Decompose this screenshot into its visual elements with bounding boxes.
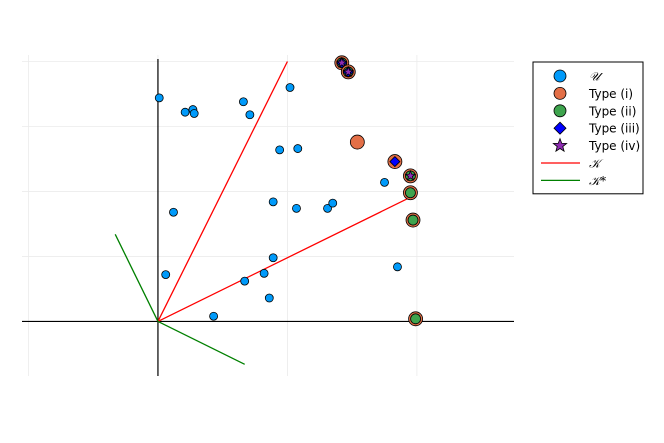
type-ii-point [407,214,419,226]
u-point [328,198,338,208]
u-point [245,110,255,120]
u-point [161,270,171,280]
axes [22,59,514,376]
legend-label-type_i: Type (i) [588,87,633,101]
type-i-point [349,134,365,150]
legend-marker-type_i [553,87,567,100]
cone-lines [114,61,418,365]
u-point [209,311,219,321]
k-star-cone-ray [114,234,159,322]
u-point [293,144,303,153]
u-point [393,262,402,272]
u-point [259,268,269,278]
k-star-cone-ray [157,320,245,365]
legend-marker-U [553,69,567,83]
u-point [189,109,199,118]
u-point [292,203,301,213]
legend-label-U: 𝒰 [589,70,603,84]
type-iv-point [335,56,348,68]
u-point [285,83,295,92]
k-cone-ray [157,193,418,323]
type-iii-point [389,156,401,168]
legend-label-type_iv: Type (iv) [588,139,640,153]
u-point [238,97,248,107]
k-cone-ray [157,61,289,322]
type-ii-point [410,313,422,325]
type-iv-point [404,169,417,181]
type-ii-point [405,187,416,199]
data-points [154,55,424,327]
legend-label-type_iii: Type (iii) [588,122,640,136]
legend-marker-type_iv [552,137,568,153]
u-point [323,203,332,213]
legend-label-type_ii: Type (ii) [588,104,636,118]
legend-label-K_star: 𝒦* [589,174,606,188]
u-point [169,207,178,217]
grid-lines [22,55,514,376]
u-point [275,145,285,155]
legend-box [532,61,644,195]
type-iv-point [342,65,355,77]
u-point [240,276,250,286]
u-point [268,197,278,207]
u-point [268,253,278,263]
u-point [180,107,190,117]
u-point [380,177,389,187]
legend-marker-type_ii [553,104,567,118]
u-point [264,293,274,303]
legend-marker-type_iii [553,121,567,135]
u-point [154,93,164,103]
